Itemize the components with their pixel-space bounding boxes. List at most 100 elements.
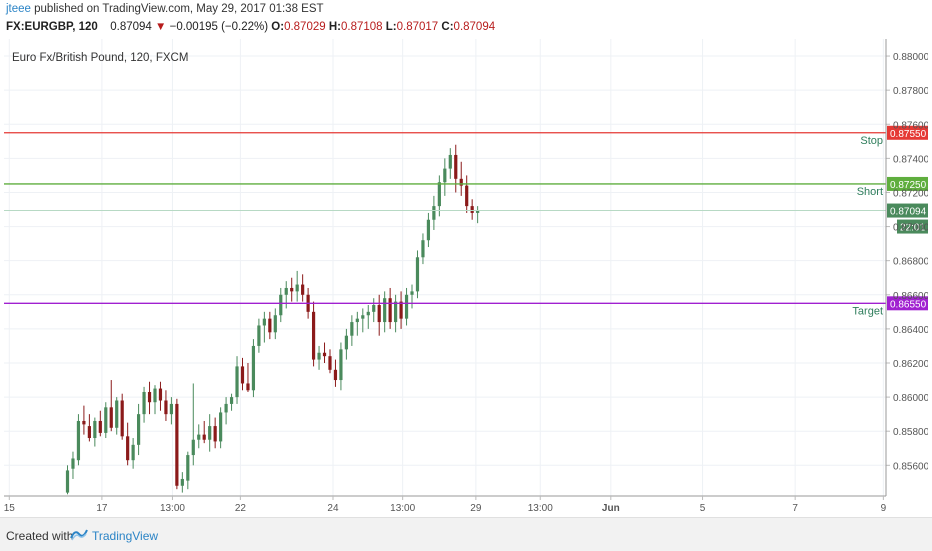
x-tick-label: 15	[4, 503, 15, 514]
candle-body	[383, 298, 387, 323]
candle	[82, 405, 86, 435]
candle	[311, 301, 316, 367]
candle-body	[476, 210, 480, 213]
candle	[301, 274, 305, 302]
last-price-badge	[887, 203, 928, 218]
chart-container[interactable]: Stop 0.87550 Short 0.87250 Target 0.86550 0.87…	[4, 39, 930, 516]
low-label: L:	[385, 21, 397, 33]
candle-body	[202, 434, 206, 440]
y-tick-label: 0.87400	[893, 154, 928, 165]
candle-body	[410, 291, 414, 295]
y-tick-label: 0.87800	[893, 86, 928, 97]
candle	[169, 397, 174, 425]
high-value: 0.87108	[340, 21, 383, 33]
candle-body	[399, 301, 403, 319]
candle-body	[333, 369, 338, 381]
candle	[476, 206, 480, 224]
candle	[448, 148, 452, 179]
candle-body	[388, 298, 392, 323]
x-tick-label: 29	[470, 503, 482, 514]
candle	[180, 472, 184, 493]
candle-body	[158, 388, 163, 401]
candle-body	[339, 349, 343, 381]
open-value: 0.87029	[284, 21, 326, 33]
candle-body	[126, 436, 130, 461]
candle-body	[164, 400, 168, 415]
candle-body	[344, 335, 348, 350]
created-with-text: Created with	[6, 529, 74, 543]
last-price: 0.87094	[110, 21, 152, 33]
candle	[295, 270, 299, 302]
candle	[104, 402, 108, 439]
x-tick-label: 22	[235, 503, 247, 514]
candle-body	[246, 383, 250, 391]
candle	[257, 318, 261, 353]
candle	[115, 397, 119, 435]
tradingview-logo-icon[interactable]	[70, 527, 88, 541]
candle-body	[109, 407, 113, 428]
candle-body	[87, 426, 91, 439]
candle-body	[437, 182, 441, 207]
candle	[93, 417, 97, 447]
candle	[251, 339, 256, 398]
y-tick-label: 0.87000	[893, 223, 928, 234]
candle-body	[180, 478, 184, 486]
publish-info: published on TradingView.com, May 29, 20…	[34, 3, 324, 15]
candle	[109, 380, 113, 432]
candle-body	[284, 287, 288, 295]
candle-body	[311, 311, 316, 360]
candle	[394, 294, 398, 333]
y-tick-label: 0.85600	[893, 461, 928, 472]
y-tick-label: 0.87200	[893, 188, 928, 199]
x-tick-label: 9	[881, 503, 887, 514]
candle-body	[404, 294, 409, 319]
candle-body	[120, 400, 124, 437]
candle	[290, 277, 294, 302]
candle	[136, 403, 141, 456]
y-tick-label: 0.86400	[893, 325, 928, 336]
chart-title: Euro Fx/British Pound, 120, FXCM	[12, 52, 188, 64]
stop-price-badge	[887, 125, 928, 140]
candle-body	[443, 168, 447, 183]
candle	[262, 311, 266, 343]
candle	[344, 328, 348, 360]
countdown-badge	[897, 219, 928, 234]
candle-body	[82, 420, 86, 425]
candle-body	[290, 287, 294, 292]
x-tick-label: 17	[96, 503, 108, 514]
tradingview-brand-link[interactable]: TradingView	[92, 529, 159, 543]
candle	[71, 451, 75, 479]
short-annotation: Short	[857, 186, 883, 198]
candle	[421, 233, 425, 265]
candle	[126, 422, 130, 466]
candle-body	[213, 426, 217, 442]
candle	[333, 359, 338, 387]
candle-body	[421, 240, 425, 258]
candle-body	[257, 325, 261, 346]
candle-body	[197, 434, 201, 440]
candle-body	[465, 185, 469, 207]
y-tick-label: 0.86600	[893, 291, 928, 302]
target-annotation: Target	[852, 305, 883, 317]
candlestick-chart[interactable]: Stop 0.87550 Short 0.87250 Target 0.86550 0.87…	[4, 39, 930, 516]
x-tick-label: Jun	[602, 503, 620, 514]
y-tick-label: 0.88000	[893, 52, 928, 63]
candle	[208, 414, 212, 452]
candle	[120, 393, 124, 440]
candle	[437, 175, 441, 217]
candle	[229, 393, 234, 411]
candle	[240, 357, 245, 391]
candle-body	[361, 315, 365, 319]
candle	[147, 381, 152, 415]
candle	[459, 161, 463, 196]
candle-body	[415, 257, 420, 292]
candle-body	[131, 444, 135, 461]
countdown-label: 22:01	[900, 223, 925, 234]
candle-body	[98, 420, 102, 433]
candle-body	[470, 206, 474, 213]
candle-body	[142, 391, 146, 415]
symbol-label[interactable]: FX:EURGBP, 120	[6, 21, 98, 33]
author-link[interactable]: jteee	[6, 3, 31, 15]
candle	[273, 308, 277, 340]
candle	[268, 311, 272, 340]
